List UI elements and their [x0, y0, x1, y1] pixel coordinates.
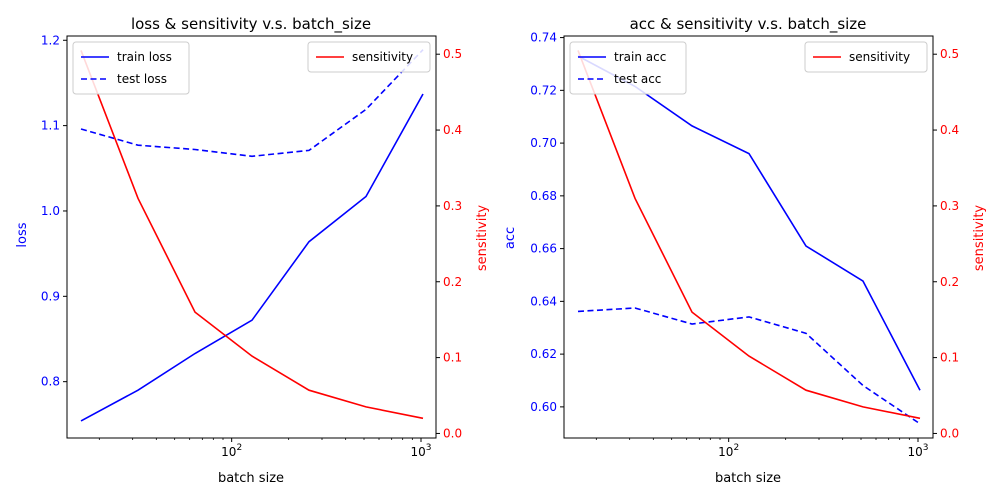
y2-tick-label: 0.4 [940, 123, 959, 137]
legend-label: train acc [614, 50, 666, 64]
y-axis-label: loss [15, 222, 30, 247]
axes-frame [563, 35, 934, 439]
legend-label: test loss [117, 72, 167, 86]
legend-left: train loss test loss [72, 41, 190, 95]
x-axis-label: batch size [715, 471, 781, 486]
y-tick-label: 0.70 [530, 136, 557, 150]
x-tick-exponent: 3 [426, 443, 432, 453]
legend-right: sensitivity [307, 41, 431, 73]
y2-tick-label: 0.4 [443, 123, 462, 137]
legend-label: train loss [117, 50, 172, 64]
x-tick-exponent: 3 [923, 443, 929, 453]
y2-axis-label: sensitivity [475, 205, 490, 272]
legend-label: sensitivity [849, 50, 910, 64]
series-line-sensitivity [577, 50, 921, 420]
y2-tick-label: 0.2 [443, 275, 462, 289]
axes-frame [66, 35, 437, 439]
y-tick-label: 1.1 [41, 119, 60, 133]
y-tick-label: 0.74 [530, 31, 557, 45]
chart-title: loss & sensitivity v.s. batch_size [131, 15, 371, 34]
plot-area: 0.60 0.62 0.64 0.66 0.68 0.70 0.72 0.74 0.0 0.1 0.… [530, 31, 959, 459]
acc-sensitivity-panel: acc & sensitivity v.s. batch_size 0.600.… [503, 15, 987, 486]
x-tick-exponent: 2 [236, 443, 242, 453]
y2-tick-label: 0.0 [940, 426, 959, 440]
chart-title: acc & sensitivity v.s. batch_size [630, 15, 867, 34]
y-tick-label: 0.60 [530, 400, 557, 414]
series-line-test-acc [577, 307, 921, 425]
legend-box [804, 41, 928, 73]
y-tick-label: 0.64 [530, 294, 557, 308]
y2-tick-label: 0.1 [443, 351, 462, 365]
legend-box [307, 41, 431, 73]
y2-axis-label: sensitivity [972, 205, 987, 272]
y2-tick-label: 0.0 [443, 426, 462, 440]
y2-tick-label: 0.3 [940, 199, 959, 213]
y-tick-label: 0.72 [530, 83, 557, 97]
y-tick-label: 0.62 [530, 347, 557, 361]
series-line-sensitivity [80, 50, 424, 420]
y2-tick-label: 0.2 [940, 275, 959, 289]
y-tick-label: 0.8 [41, 375, 60, 389]
legend-label: test acc [614, 72, 661, 86]
series-line-test-loss [80, 49, 424, 158]
y-tick-label: 0.9 [41, 289, 60, 303]
y2-tick-label: 0.5 [443, 47, 462, 61]
x-tick-exponent: 2 [733, 443, 739, 453]
series-line-train-loss [80, 93, 424, 422]
legend-box [72, 41, 190, 95]
legend-left: train acc test acc [569, 41, 687, 95]
x-axis-label: batch size [218, 471, 284, 486]
legend-label: sensitivity [352, 50, 413, 64]
y2-tick-label: 0.3 [443, 199, 462, 213]
legend-box [569, 41, 687, 95]
y-tick-label: 1.2 [41, 33, 60, 47]
y-tick-label: 1.0 [41, 204, 60, 218]
y-axis-label: acc [503, 227, 518, 249]
y2-tick-label: 0.1 [940, 351, 959, 365]
y-tick-label: 0.66 [530, 242, 557, 256]
y2-tick-label: 0.5 [940, 47, 959, 61]
y-tick-label: 0.68 [530, 189, 557, 203]
legend-right: sensitivity [804, 41, 928, 73]
